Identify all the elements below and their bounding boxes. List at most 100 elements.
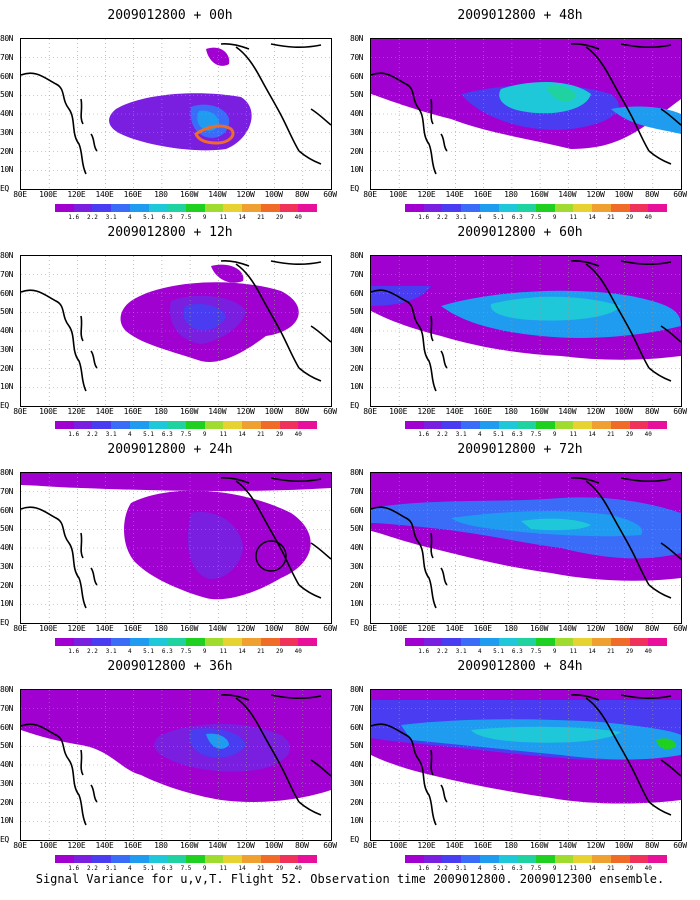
lat-tick-label: 10N [350, 816, 363, 826]
forecast-panel: 2009012800 + 72h 80N 70N 60N 50N 40N 30N 20N 10N… [350, 442, 690, 657]
lat-tick-label: 80N [0, 251, 13, 260]
colorbar-swatch [573, 204, 593, 212]
coastline [220, 694, 322, 701]
lon-tick-label: 120E [67, 190, 86, 199]
lon-tick-label: 120W [586, 407, 605, 416]
map-plot [370, 689, 682, 841]
coastline [298, 325, 331, 382]
colorbar-label: 29 [625, 865, 634, 872]
lon-tick-label: 100W [614, 190, 633, 199]
colorbar-label: 7.5 [530, 214, 542, 221]
variance-field [656, 738, 676, 750]
lon-tick-label: 80E [13, 190, 27, 199]
colorbar-swatch [148, 855, 168, 863]
colorbar-label: 1.6 [68, 214, 80, 221]
colorbar-swatch [498, 638, 518, 646]
colorbar-swatch [573, 638, 593, 646]
lon-tick-label: 140E [95, 190, 114, 199]
coastline [220, 260, 322, 267]
lon-tick-label: 160E [123, 841, 142, 850]
colorbar-swatch [461, 421, 480, 429]
colorbar-swatch [536, 204, 555, 212]
colorbar-swatch [55, 204, 74, 212]
lon-axis: 80E 100E 120E 140E 160E 180 160W 140W 120W 100W 80… [13, 841, 337, 851]
colorbar-swatch [479, 855, 499, 863]
colorbar-label: 6.3 [511, 431, 523, 438]
colorbar-label: 7.5 [530, 648, 542, 655]
lon-tick-label: 140W [208, 624, 227, 633]
colorbar-labels: 1.6 2.2 3.1 4 5.1 6.3 7.5 9 11 14 21 29 40 [405, 214, 667, 222]
lon-tick-label: 160E [473, 624, 492, 633]
lat-tick-label: 50N [0, 90, 13, 100]
coastline [80, 749, 98, 803]
colorbar-swatch [554, 855, 574, 863]
lat-tick-label: 10N [350, 382, 363, 392]
colorbar-swatch [186, 421, 205, 429]
lat-tick-label: 60N [0, 505, 13, 515]
colorbar-swatch [92, 855, 112, 863]
lon-tick-label: 160W [180, 624, 199, 633]
lat-tick-label: 50N [0, 307, 13, 317]
panel-title: 2009012800 + 48h [457, 8, 583, 23]
colorbar-label: 11 [569, 214, 578, 221]
colorbar-swatch [610, 855, 630, 863]
colorbar-swatch [517, 421, 537, 429]
colorbar-swatch [242, 421, 261, 429]
colorbar-label: 3.1 [455, 431, 467, 438]
lat-tick-label: 60N [350, 71, 363, 81]
coastline [21, 289, 87, 392]
colorbar-swatch [148, 421, 168, 429]
lon-tick-label: 100E [39, 841, 58, 850]
coastline [585, 480, 650, 586]
lat-tick-label: 40N [0, 109, 13, 118]
colorbar-swatch [592, 421, 611, 429]
colorbar-swatch [279, 638, 299, 646]
lat-tick-label: EQ [0, 184, 9, 193]
forecast-panel: 2009012800 + 24h 80N 70N 60N 50N 40N 30N 20N 10N… [0, 442, 340, 657]
lon-tick-label: 80W [645, 190, 659, 199]
lat-tick-label: EQ [0, 835, 9, 844]
coastline [570, 260, 672, 267]
colorbar-swatch [73, 204, 93, 212]
colorbar-swatch [298, 638, 318, 646]
lon-tick-label: 140E [445, 190, 464, 199]
lon-tick-label: 100E [39, 190, 58, 199]
lat-tick-label: 30N [0, 127, 13, 137]
lon-tick-label: 180 [154, 190, 168, 199]
lon-tick-label: 180 [504, 407, 518, 416]
colorbar-label: 2.2 [87, 865, 98, 872]
colorbar-swatch [73, 421, 93, 429]
coastline [648, 325, 681, 382]
lat-tick-label: 80N [0, 685, 13, 694]
colorbar-swatch [204, 204, 224, 212]
colorbar-label: 29 [275, 431, 284, 438]
coastline [648, 108, 681, 165]
colorbar-swatch [461, 204, 480, 212]
coastline [430, 532, 448, 586]
colorbar-label: 40 [644, 431, 652, 438]
colorbar-label: 5.1 [143, 865, 154, 872]
colorbar-label: 21 [607, 865, 615, 872]
lat-tick-label: 60N [0, 722, 13, 732]
forecast-panel: 2009012800 + 84h 80N 70N 60N 50N 40N 30N 20N 10N… [350, 659, 690, 874]
colorbar-swatch [423, 855, 443, 863]
lon-tick-label: 140W [558, 624, 577, 633]
lon-tick-label: 160W [530, 190, 549, 199]
colorbar-swatch [442, 421, 462, 429]
coastline [80, 98, 98, 152]
colorbar-label: 9 [202, 865, 207, 872]
colorbar-swatch [405, 204, 424, 212]
colorbar-label: 1.6 [418, 648, 430, 655]
lon-tick-label: 120E [67, 407, 86, 416]
colorbar-swatch [204, 638, 224, 646]
lon-tick-label: 160W [180, 407, 199, 416]
panel-title: 2009012800 + 12h [107, 225, 233, 240]
colorbar-label: 11 [219, 431, 228, 438]
colorbar-swatch [629, 421, 649, 429]
lat-tick-label: EQ [350, 835, 359, 844]
colorbar-label: 11 [569, 431, 578, 438]
colorbar-labels: 1.6 2.2 3.1 4 5.1 6.3 7.5 9 11 14 21 29 40 [55, 648, 317, 656]
observation-circle-marker [255, 540, 287, 572]
lon-tick-label: 80W [645, 407, 659, 416]
lon-tick-label: 120E [417, 407, 436, 416]
